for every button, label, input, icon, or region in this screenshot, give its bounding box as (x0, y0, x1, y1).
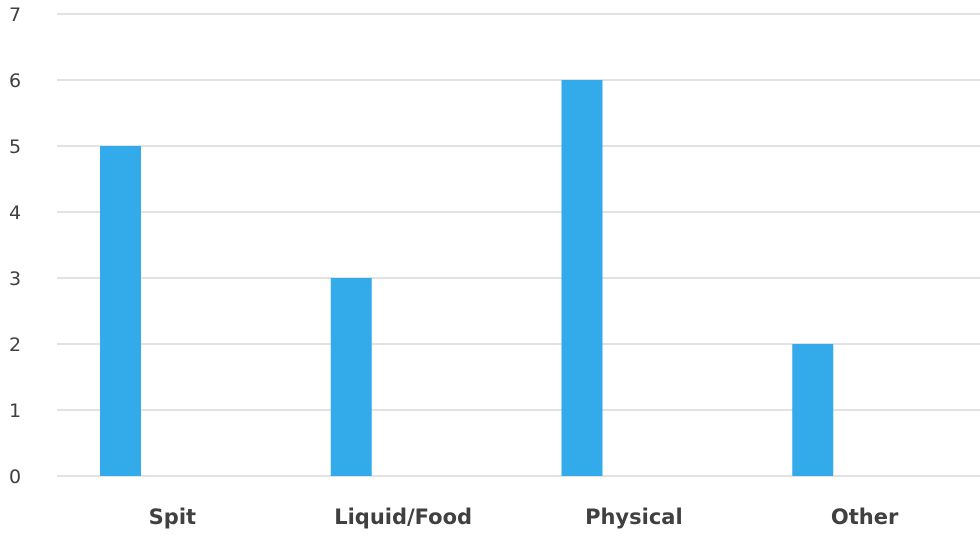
y-tick-label: 2 (9, 334, 21, 356)
y-tick-label: 4 (9, 202, 21, 224)
gridlines (57, 13, 980, 477)
x-axis-labels: Spit Liquid/Food Physical Other (149, 505, 899, 529)
bar-physical (561, 80, 603, 476)
y-tick-label: 3 (9, 268, 21, 290)
y-tick-label: 6 (9, 70, 21, 92)
x-category-label: Physical (585, 505, 683, 529)
x-category-label: Spit (149, 505, 196, 529)
x-category-label: Liquid/Food (334, 505, 472, 529)
bar-other (792, 344, 834, 476)
bar-spit (100, 146, 141, 476)
y-tick-label: 7 (9, 4, 21, 26)
bars (100, 80, 834, 476)
y-tick-label: 5 (9, 136, 21, 158)
x-category-label: Other (831, 505, 899, 529)
y-tick-label: 0 (9, 466, 21, 488)
y-axis-ticks: 0 1 2 3 4 5 6 7 (9, 4, 21, 488)
y-tick-label: 1 (9, 400, 21, 422)
bar-liquid-food (330, 278, 372, 476)
